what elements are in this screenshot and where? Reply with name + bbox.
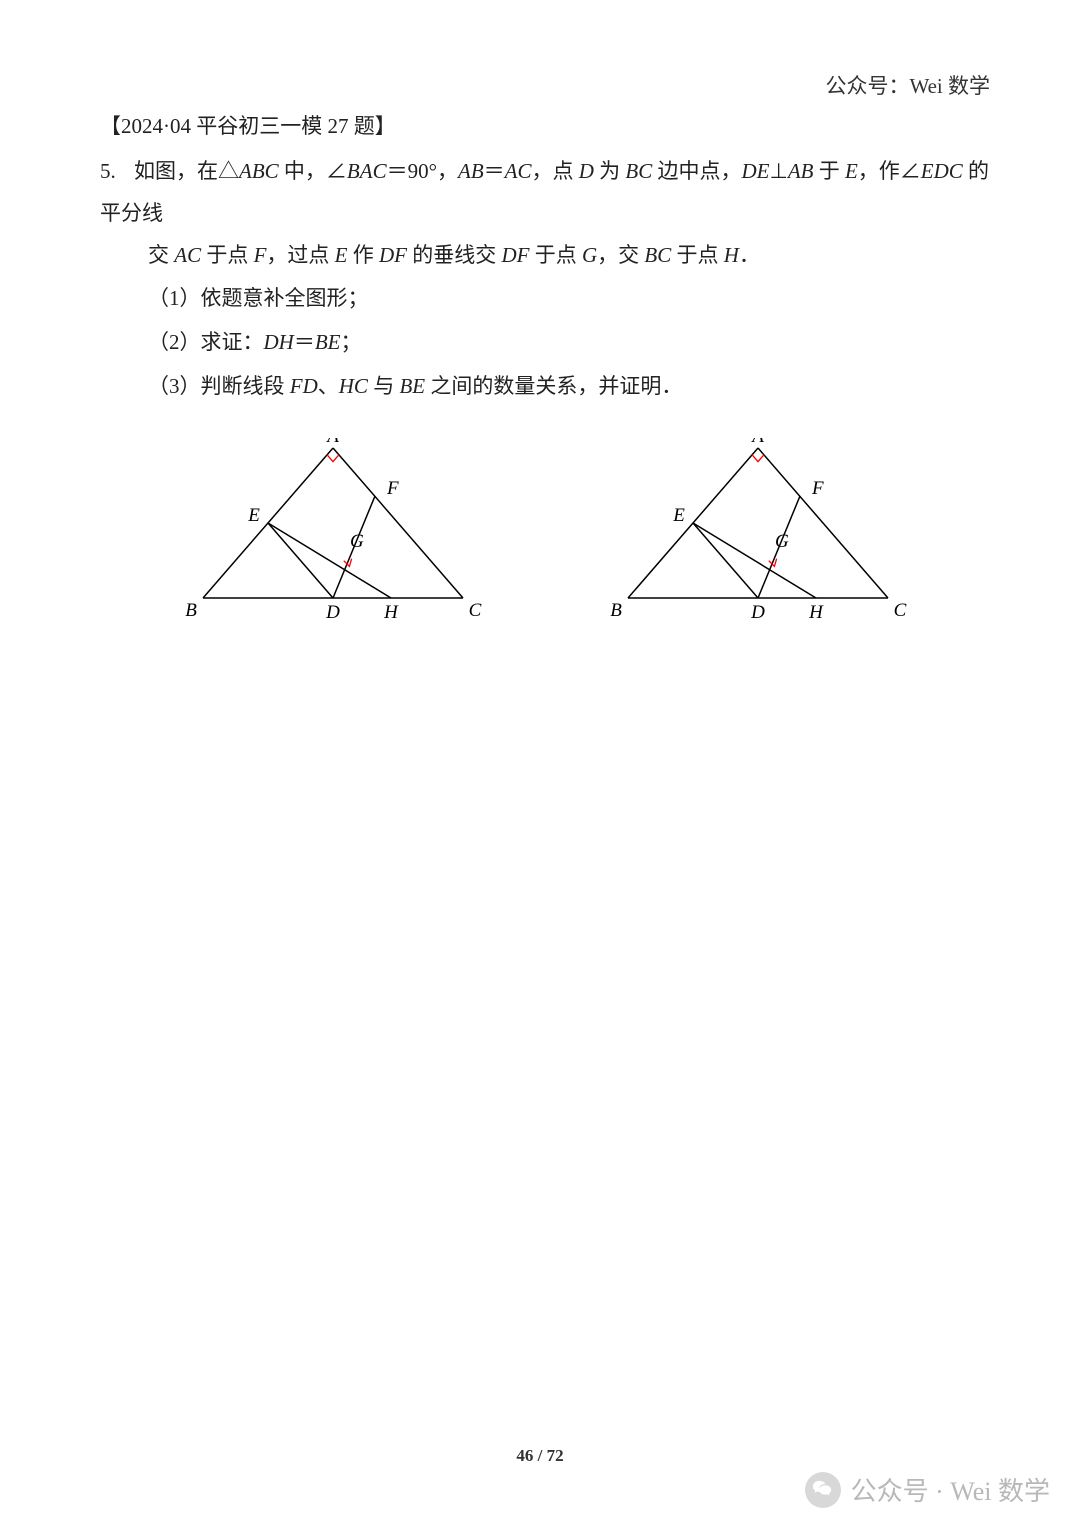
var-e2: E: [335, 243, 348, 267]
diagrams-row: A B C D E F G H A B C D E F G H: [100, 438, 990, 633]
var-be2: BE: [399, 374, 425, 398]
page-total: 72: [547, 1446, 564, 1465]
var-d: D: [579, 159, 594, 183]
text: ＝: [294, 330, 315, 354]
svg-text:B: B: [185, 600, 197, 621]
text: 于点: [671, 243, 724, 267]
text: 如图，在△: [134, 159, 239, 183]
svg-text:B: B: [610, 600, 622, 621]
text: ，过点: [266, 243, 334, 267]
var-f: F: [254, 243, 267, 267]
problem-source: 【2024·04 平谷初三一模 27 题】: [100, 110, 990, 140]
text: 中，∠: [279, 159, 347, 183]
chat-bubble-icon: [812, 1479, 834, 1501]
text: ，点: [532, 159, 579, 183]
text: 的垂线交: [407, 243, 502, 267]
text: 之间的数量关系，并证明．: [425, 374, 682, 398]
svg-text:A: A: [750, 438, 764, 447]
text: ＝: [484, 159, 505, 183]
text: 于点: [201, 243, 254, 267]
problem-stem-line2: 交 AC 于点 F，过点 E 作 DF 的垂线交 DF 于点 G，交 BC 于点…: [100, 234, 990, 276]
svg-text:H: H: [383, 602, 399, 623]
problem-part2: （2）求证：DH＝BE；: [100, 320, 990, 364]
svg-text:D: D: [750, 602, 765, 623]
var-ab: AB: [458, 159, 484, 183]
var-e: E: [845, 159, 858, 183]
wechat-icon: [805, 1472, 841, 1508]
var-bc: BC: [625, 159, 652, 183]
var-be: BE: [315, 330, 341, 354]
text: ，交: [597, 243, 644, 267]
svg-text:E: E: [672, 505, 685, 526]
var-ab2: AB: [788, 159, 814, 183]
var-hc: HC: [339, 374, 368, 398]
watermark-footer: 公众号 · Wei 数学: [805, 1471, 1050, 1508]
text: 、: [318, 374, 339, 398]
page-number: 46 / 72: [0, 1446, 1080, 1466]
svg-text:G: G: [350, 531, 364, 552]
text: ⊥: [770, 159, 788, 183]
var-df2: DF: [502, 243, 530, 267]
var-abc: ABC: [239, 159, 279, 183]
triangle-figure-left: A B C D E F G H: [173, 438, 493, 628]
page-current: 46: [516, 1446, 533, 1465]
text: ＝90°，: [387, 159, 458, 183]
text: 交: [148, 243, 174, 267]
svg-text:C: C: [893, 600, 906, 621]
text: （3）判断线段: [148, 374, 290, 398]
svg-text:F: F: [811, 478, 824, 499]
var-ac2: AC: [174, 243, 201, 267]
diagram-left: A B C D E F G H: [173, 438, 493, 633]
svg-text:C: C: [468, 600, 481, 621]
text: （2）求证：: [148, 330, 264, 354]
text: 边中点，: [652, 159, 741, 183]
var-dh: DH: [264, 330, 294, 354]
svg-text:A: A: [325, 438, 339, 447]
text: ；: [341, 330, 362, 354]
var-df: DF: [379, 243, 407, 267]
problem-part3: （3）判断线段 FD、HC 与 BE 之间的数量关系，并证明．: [100, 364, 990, 408]
problem-content: 【2024·04 平谷初三一模 27 题】 5.如图，在△ABC 中，∠BAC＝…: [100, 110, 990, 633]
var-fd: FD: [290, 374, 318, 398]
problem-part1: （1）依题意补全图形；: [100, 276, 990, 320]
header-account: 公众号：Wei 数学: [825, 70, 990, 100]
problem-stem-line1: 5.如图，在△ABC 中，∠BAC＝90°，AB＝AC，点 D 为 BC 边中点…: [100, 150, 990, 234]
text: 为: [594, 159, 626, 183]
triangle-figure-right: A B C D E F G H: [598, 438, 918, 628]
svg-text:G: G: [775, 531, 789, 552]
page-sep: /: [533, 1446, 546, 1465]
text: ．: [739, 243, 760, 267]
var-de: DE: [742, 159, 770, 183]
var-h: H: [724, 243, 739, 267]
svg-text:E: E: [247, 505, 260, 526]
text: 于点: [530, 243, 583, 267]
text: 与: [368, 374, 400, 398]
text: ，作∠: [858, 159, 921, 183]
var-edc: EDC: [921, 159, 963, 183]
diagram-right: A B C D E F G H: [598, 438, 918, 633]
var-bac: BAC: [347, 159, 387, 183]
text: 于: [813, 159, 845, 183]
var-ac: AC: [505, 159, 532, 183]
var-bc2: BC: [644, 243, 671, 267]
var-g: G: [582, 243, 597, 267]
problem-number: 5.: [100, 150, 134, 192]
svg-text:H: H: [808, 602, 824, 623]
watermark-text: 公众号 · Wei 数学: [851, 1471, 1050, 1508]
svg-text:F: F: [386, 478, 399, 499]
svg-text:D: D: [325, 602, 340, 623]
text: 作: [348, 243, 380, 267]
